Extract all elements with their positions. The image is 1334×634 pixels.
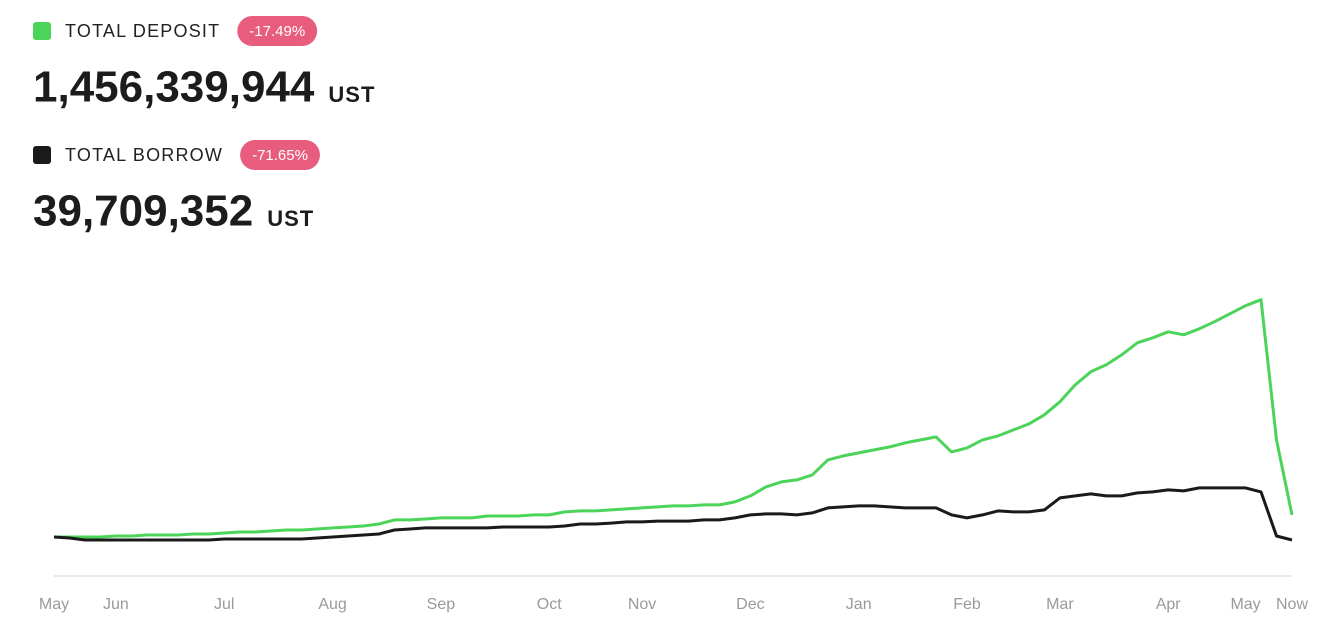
change-text: -71.65% <box>252 147 308 164</box>
legend-label: TOTAL DEPOSIT <box>65 21 220 41</box>
change-badge <box>240 140 320 170</box>
x-tick-label: Oct <box>537 596 562 613</box>
x-tick-label: Jul <box>214 596 234 613</box>
legend-swatch <box>33 22 51 40</box>
series-line <box>53 486 1293 542</box>
change-text: -17.49% <box>249 23 305 40</box>
total-value: 39,709,352 <box>33 187 253 236</box>
x-tick-label: Aug <box>318 596 346 613</box>
x-tick-label: Jun <box>103 596 129 613</box>
x-tick-label: Apr <box>1156 596 1182 613</box>
legend-label: TOTAL BORROW <box>65 145 223 165</box>
x-tick-label: Nov <box>628 596 656 613</box>
x-tick-label: Jan <box>846 596 872 613</box>
change-badge <box>237 16 318 46</box>
x-tick-label: Sep <box>427 596 456 613</box>
x-tick-label: Feb <box>953 596 981 613</box>
series-line <box>54 298 1294 539</box>
legend-swatch <box>33 146 51 164</box>
x-tick-label: May <box>39 596 69 613</box>
total-value: 1,456,339,944 <box>33 63 315 112</box>
x-tick-label: Now <box>1276 596 1308 613</box>
x-tick-label: May <box>1230 596 1260 613</box>
total-unit: UST <box>267 206 314 231</box>
total-unit: UST <box>328 82 375 107</box>
x-tick-label: Dec <box>736 596 764 613</box>
x-tick-label: Mar <box>1046 596 1074 613</box>
